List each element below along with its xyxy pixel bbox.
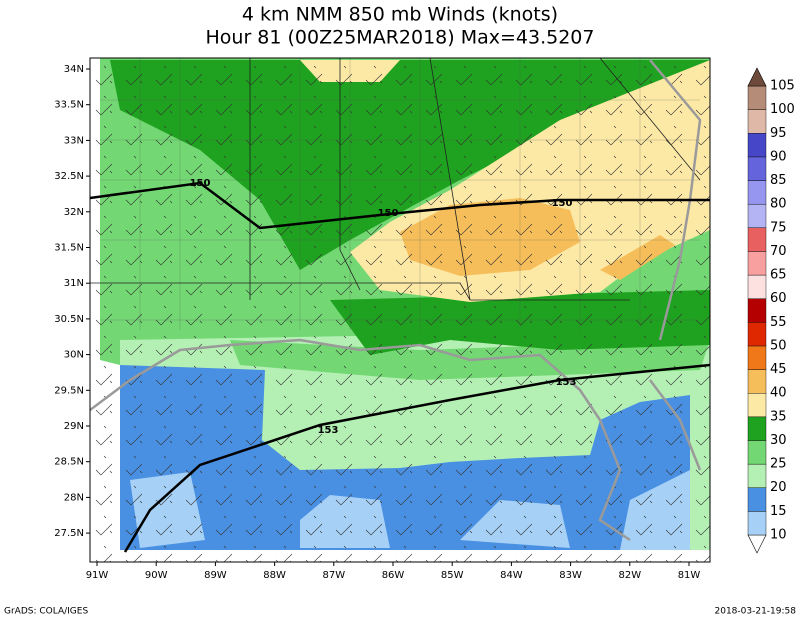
subtitle: Hour 81 (00Z25MAR2018) Max=43.5207: [206, 27, 595, 49]
colorbar-label: 35: [770, 409, 787, 424]
colorbar-segment: [747, 203, 767, 228]
colorbar-segment: [747, 227, 767, 252]
colorbar-bottom: [747, 534, 767, 554]
colorbar-segment: [747, 109, 767, 134]
colorbar-label: 70: [770, 244, 787, 259]
y-tick-label: 29.5N: [54, 385, 84, 396]
contour-label: 150: [552, 198, 573, 209]
colorbar-segment: [747, 416, 767, 441]
colorbar-label: 15: [770, 504, 787, 519]
y-tick-label: 32.5N: [54, 171, 84, 182]
x-tick-label: 86W: [382, 570, 405, 581]
colorbar: 10 15 20 25 30 35 40 45 50 55 60 65 70 75 80 85 90 95 100 1…: [747, 67, 795, 554]
contour-label: 153: [556, 377, 577, 388]
y-tick-label: 30.5N: [54, 314, 84, 325]
colorbar-label: 85: [770, 173, 787, 188]
colorbar-top: [747, 67, 767, 87]
x-tick-label: 81W: [678, 570, 701, 581]
colorbar-segment: [747, 85, 767, 110]
contour-label: 150: [190, 178, 211, 189]
colorbar-label: 60: [770, 291, 787, 306]
colorbar-segment: [747, 180, 767, 205]
footer-right: 2018-03-21-19:58: [715, 607, 797, 617]
county-lines: [100, 58, 700, 330]
colorbar-segment: [747, 393, 767, 418]
y-tick-label: 32N: [64, 207, 84, 218]
y-tick-label: 31N: [64, 278, 84, 289]
y-tick-label: 28.5N: [54, 457, 84, 468]
state-lines: [90, 58, 701, 301]
colorbar-label: 100: [770, 102, 795, 117]
contour-line: [90, 181, 710, 230]
colorbar-segment: [747, 463, 767, 488]
colorbar-segment: [747, 511, 767, 536]
colorbar-segment: [747, 322, 767, 347]
axes: 91W 90W 89W 88W 87W 86W 85W 84W 83W 82W 81W 34N 33.5…: [54, 64, 700, 581]
y-tick-label: 29N: [64, 421, 84, 432]
y-tick-label: 33N: [64, 135, 84, 146]
y-tick-label: 31.5N: [54, 243, 84, 254]
colorbar-label: 90: [770, 149, 787, 164]
x-tick-label: 88W: [263, 570, 286, 581]
colorbar-label: 10: [770, 528, 787, 543]
colorbar-label: 105: [770, 79, 795, 94]
x-tick-label: 85W: [441, 570, 464, 581]
colorbar-segment: [747, 298, 767, 323]
map-frame: [89, 57, 711, 563]
contour-label: 150: [378, 208, 399, 219]
y-tick-label: 28N: [64, 492, 84, 503]
map-fields: [90, 58, 710, 562]
x-tick-label: 91W: [86, 570, 109, 581]
x-tick-label: 84W: [500, 570, 523, 581]
x-tick-label: 90W: [145, 570, 168, 581]
colorbar-label: 45: [770, 362, 787, 377]
colorbar-segment: [747, 156, 767, 181]
colorbar-label: 50: [770, 338, 787, 353]
x-tick-label: 87W: [322, 570, 345, 581]
colorbar-label: 75: [770, 220, 787, 235]
colorbar-label: 20: [770, 480, 787, 495]
wind-barbs: [90, 58, 710, 562]
contour-label: 153: [318, 425, 339, 436]
colorbar-segment: [747, 440, 767, 465]
colorbar-segment: [747, 487, 767, 512]
colorbar-label: 55: [770, 315, 787, 330]
x-tick-label: 82W: [618, 570, 641, 581]
contour-labels: 150 150 150 153 153: [190, 178, 577, 436]
y-tick-label: 30N: [64, 350, 84, 361]
y-tick-label: 34N: [64, 64, 84, 75]
colorbar-segment: [747, 251, 767, 276]
colorbar-label: 95: [770, 126, 787, 141]
colorbar-label: 25: [770, 457, 787, 472]
colorbar-segment: [747, 369, 767, 394]
y-tick-label: 27.5N: [54, 528, 84, 539]
colorbar-label: 30: [770, 433, 787, 448]
colorbar-segment: [747, 133, 767, 158]
contour-line: [123, 363, 710, 553]
colorbar-segment: [747, 274, 767, 299]
colorbar-label: 80: [770, 197, 787, 212]
colorbar-label: 40: [770, 386, 787, 401]
x-tick-label: 83W: [559, 570, 582, 581]
title: 4 km NMM 850 mb Winds (knots): [242, 4, 558, 26]
x-tick-label: 89W: [204, 570, 227, 581]
y-tick-label: 33.5N: [54, 100, 84, 111]
colorbar-segment: [747, 345, 767, 370]
footer-left: GrADS: COLA/IGES: [4, 607, 88, 617]
colorbar-label: 65: [770, 268, 787, 283]
